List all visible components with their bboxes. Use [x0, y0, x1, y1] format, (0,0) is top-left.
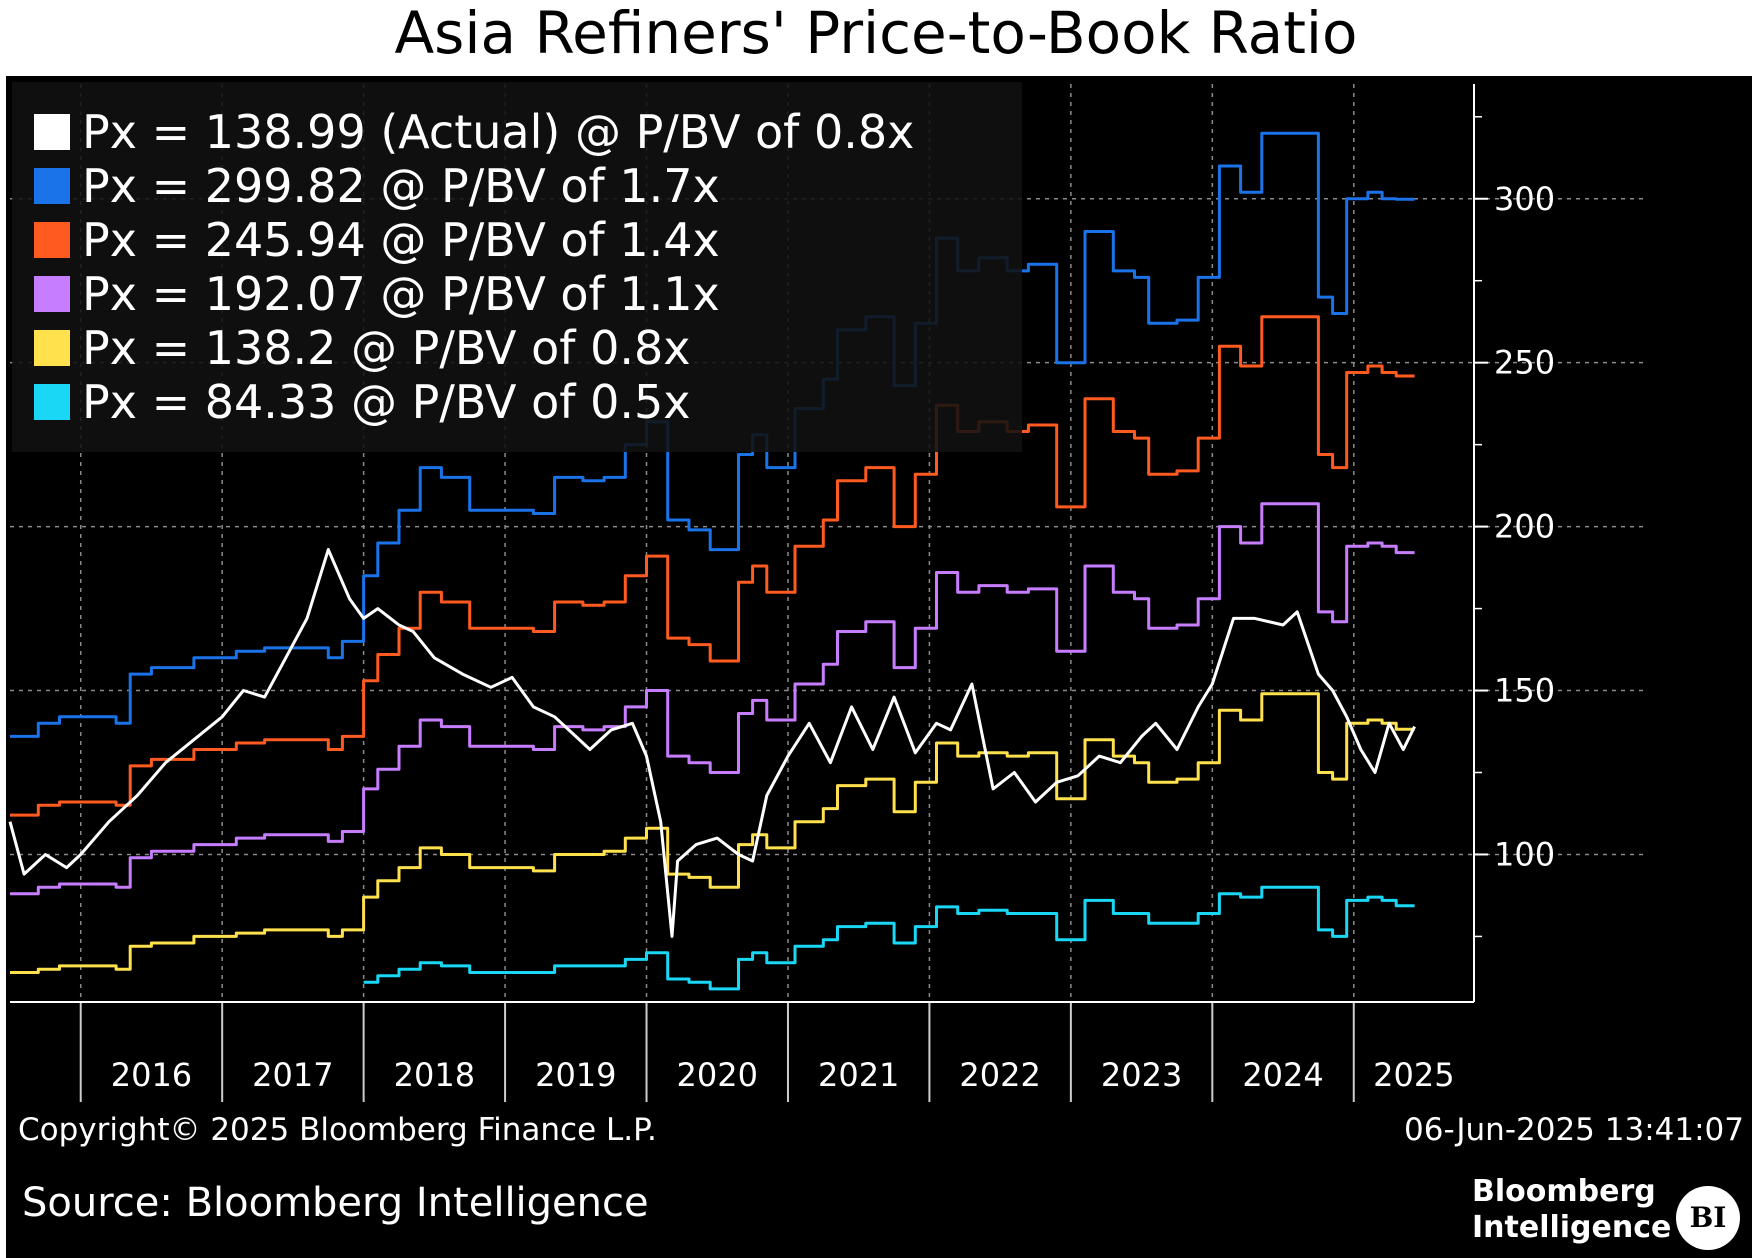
y-tick-label: 200 — [1494, 508, 1555, 546]
x-tick-label: 2019 — [535, 1056, 616, 1094]
y-tick-label: 150 — [1494, 672, 1555, 710]
x-tick-label: 2018 — [394, 1056, 475, 1094]
series-line-2 — [10, 315, 1415, 817]
source-text: Source: Bloomberg Intelligence — [22, 1180, 649, 1226]
legend-label: Px = 245.94 @ P/BV of 1.4x — [82, 213, 720, 267]
x-tick-label: 2017 — [252, 1056, 333, 1094]
copyright-text: Copyright© 2025 Bloomberg Finance L.P. — [18, 1112, 657, 1148]
chart-panel: 100 150 200 250 300 2016 2017 2018 2019 2020 2021 2… — [6, 76, 1752, 1258]
x-tick-label: 2023 — [1101, 1056, 1182, 1094]
legend-label: Px = 192.07 @ P/BV of 1.1x — [82, 267, 720, 321]
series-line-5 — [363, 885, 1415, 991]
timestamp-text: 06-Jun-2025 13:41:07 — [1404, 1112, 1744, 1148]
legend-label: Px = 299.82 @ P/BV of 1.7x — [82, 159, 720, 213]
price-to-book-chart: 100 150 200 250 300 2016 2017 2018 2019 2020 2021 2… — [8, 82, 1646, 1102]
legend-label: Px = 138.99 (Actual) @ P/BV of 0.8x — [82, 105, 914, 159]
legend-label: Px = 84.33 @ P/BV of 0.5x — [82, 375, 691, 429]
legend-label: Px = 138.2 @ P/BV of 0.8x — [82, 321, 691, 375]
legend-swatch — [34, 384, 70, 420]
x-tick-label: 2020 — [677, 1056, 758, 1094]
axis-layer: 100 150 200 250 300 2016 2017 2018 2019 2020 2021 2… — [10, 84, 1555, 1102]
series-line-3 — [10, 502, 1415, 896]
legend-swatch — [34, 222, 70, 258]
brand-line-1: Bloomberg — [1472, 1174, 1656, 1209]
series-line-4 — [10, 692, 1415, 974]
y-tick-label: 300 — [1494, 180, 1555, 218]
legend-swatch — [34, 330, 70, 366]
x-tick-label: 2022 — [959, 1056, 1040, 1094]
series-line-0 — [8, 548, 1416, 938]
brand-logo-text: Bloomberg Intelligence — [1472, 1174, 1671, 1246]
x-tick-label: 2021 — [818, 1056, 899, 1094]
bi-logo-icon: BI — [1676, 1186, 1740, 1250]
chart-title: Asia Refiners' Price-to-Book Ratio — [394, 0, 1358, 67]
y-tick-label: 250 — [1494, 344, 1555, 382]
legend-box — [12, 82, 1022, 452]
legend-swatch — [34, 276, 70, 312]
x-tick-label: 2024 — [1242, 1056, 1323, 1094]
legend-swatch — [34, 168, 70, 204]
x-tick-label: 2025 — [1373, 1056, 1454, 1094]
brand-line-2: Intelligence — [1472, 1210, 1672, 1245]
legend-swatch — [34, 114, 70, 150]
series-layer — [8, 131, 1416, 991]
y-tick-label: 100 — [1494, 835, 1555, 873]
x-tick-label: 2016 — [111, 1056, 192, 1094]
